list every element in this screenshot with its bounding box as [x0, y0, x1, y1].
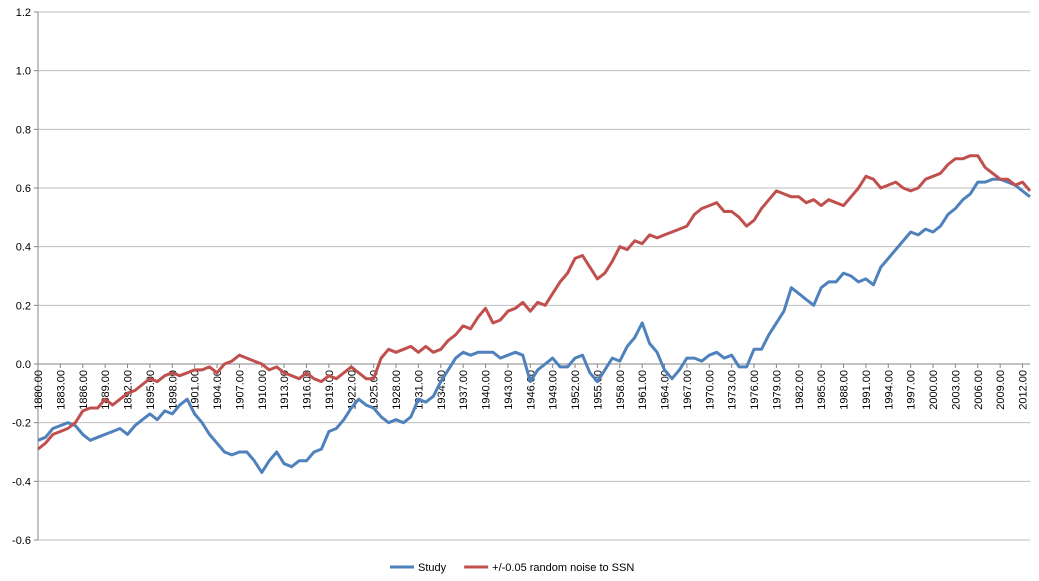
- y-tick-label: -0.2: [12, 418, 31, 430]
- x-tick-label: 1919.00: [324, 370, 336, 410]
- legend-label: Study: [418, 562, 447, 574]
- series-line: [37, 154, 1032, 451]
- y-tick-label: -0.4: [12, 476, 31, 488]
- x-tick-label: 1964.00: [660, 370, 672, 410]
- x-tick-label: 1901.00: [190, 370, 202, 410]
- x-tick-label: 1994.00: [883, 370, 895, 410]
- x-tick-label: 1907.00: [234, 370, 246, 410]
- x-tick-label: 1961.00: [637, 370, 649, 410]
- x-tick-label: 2006.00: [973, 370, 985, 410]
- y-tick-label: 0.4: [16, 242, 31, 254]
- x-tick-label: 1943.00: [503, 370, 515, 410]
- x-tick-label: 1883.00: [55, 370, 67, 410]
- y-tick-label: 0.0: [16, 359, 31, 371]
- x-tick-label: 1970.00: [704, 370, 716, 410]
- x-tick-label: 1985.00: [816, 370, 828, 410]
- x-tick-label: 1976.00: [749, 370, 761, 410]
- x-tick-label: 1913.00: [279, 370, 291, 410]
- legend-label: +/-0.05 random noise to SSN: [492, 562, 634, 574]
- y-tick-label: 0.6: [16, 183, 31, 195]
- y-tick-label: 0.8: [16, 124, 31, 136]
- x-tick-label: 2009.00: [995, 370, 1007, 410]
- x-tick-label: 2012.00: [1018, 370, 1030, 410]
- x-tick-label: 1892.00: [123, 370, 135, 410]
- x-tick-label: 1949.00: [548, 370, 560, 410]
- y-tick-label: 1.0: [16, 66, 31, 78]
- x-tick-label: 1982.00: [794, 370, 806, 410]
- x-tick-label: 2003.00: [950, 370, 962, 410]
- y-tick-label: 0.2: [16, 300, 31, 312]
- x-tick-label: 1922.00: [346, 370, 358, 410]
- x-tick-label: 1928.00: [391, 370, 403, 410]
- x-tick-label: 1886.00: [78, 370, 90, 410]
- x-tick-label: 1991.00: [861, 370, 873, 410]
- x-tick-label: 1934.00: [436, 370, 448, 410]
- x-tick-label: 1997.00: [906, 370, 918, 410]
- x-tick-label: 1973.00: [727, 370, 739, 410]
- x-tick-label: 1898.00: [167, 370, 179, 410]
- x-tick-label: 1979.00: [771, 370, 783, 410]
- x-tick-label: 1940.00: [481, 370, 493, 410]
- x-tick-label: 2000.00: [928, 370, 940, 410]
- x-tick-label: 1958.00: [615, 370, 627, 410]
- x-tick-label: 1916.00: [302, 370, 314, 410]
- x-tick-label: 1952.00: [570, 370, 582, 410]
- x-tick-label: 1904.00: [212, 370, 224, 410]
- x-tick-label: 1988.00: [839, 370, 851, 410]
- x-tick-label: 1967.00: [682, 370, 694, 410]
- x-tick-label: 1895.00: [145, 370, 157, 410]
- x-tick-label: 1910.00: [257, 370, 269, 410]
- x-tick-label: 1937.00: [458, 370, 470, 410]
- x-tick-label: 1880.00: [33, 370, 45, 410]
- series-line: [37, 177, 1031, 474]
- y-tick-label: -0.6: [12, 535, 31, 547]
- y-tick-label: 1.2: [16, 7, 31, 19]
- legend: Study +/-0.05 random noise to SSN: [390, 562, 634, 574]
